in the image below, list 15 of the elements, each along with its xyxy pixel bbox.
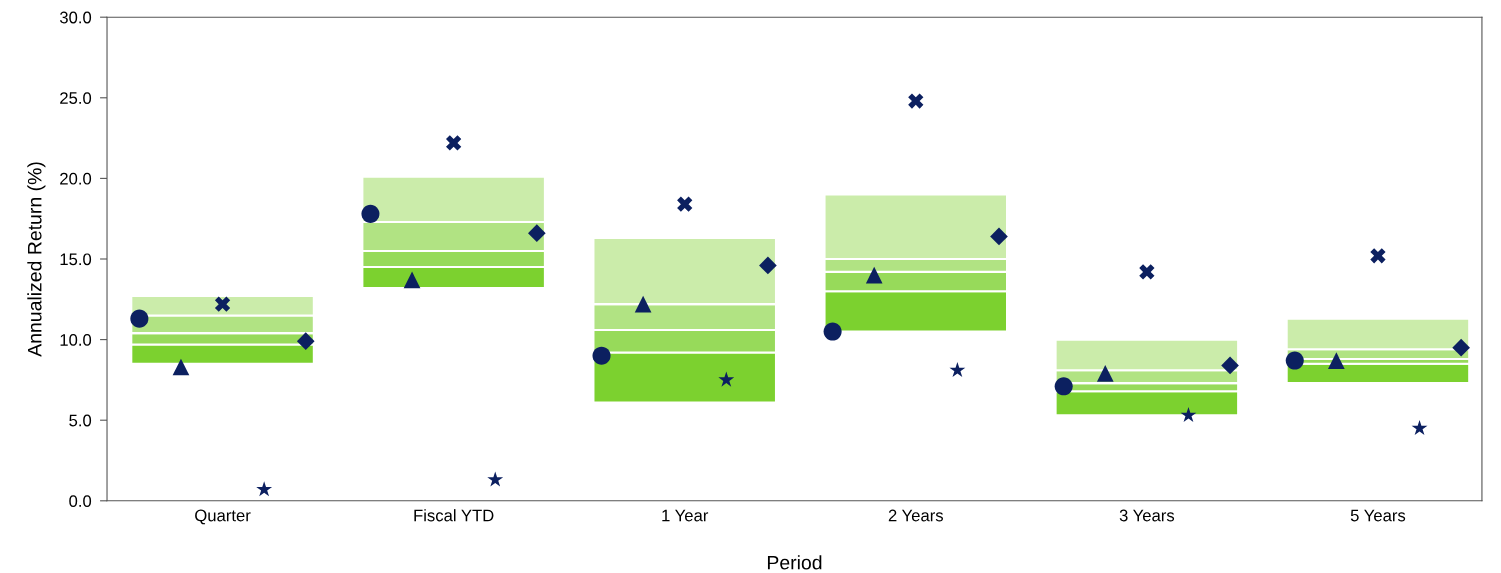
x-tick-label: 2 Years xyxy=(888,509,944,522)
x-tick-label: 5 Years xyxy=(1350,509,1406,522)
x-tick-label: Fiscal YTD xyxy=(414,509,494,522)
y-axis-title: Annualized Return (%) xyxy=(27,162,46,357)
y-tick-label: 0.0 xyxy=(69,495,92,508)
y-tick-label: 25.0 xyxy=(60,92,92,104)
x-tick-label: 3 Years xyxy=(1119,509,1175,522)
x-tick-label: 1 Year xyxy=(662,509,709,522)
y-tick-label: 30.0 xyxy=(59,11,92,24)
y-tick-label: 15.0 xyxy=(60,253,92,266)
y-tick-label: 10.0 xyxy=(60,334,92,346)
y-tick-label: 20.0 xyxy=(60,172,92,185)
y-tick-label: 5.0 xyxy=(69,414,92,427)
x-tick-label: Quarter xyxy=(195,509,251,525)
x-axis-title: Period xyxy=(767,555,822,570)
